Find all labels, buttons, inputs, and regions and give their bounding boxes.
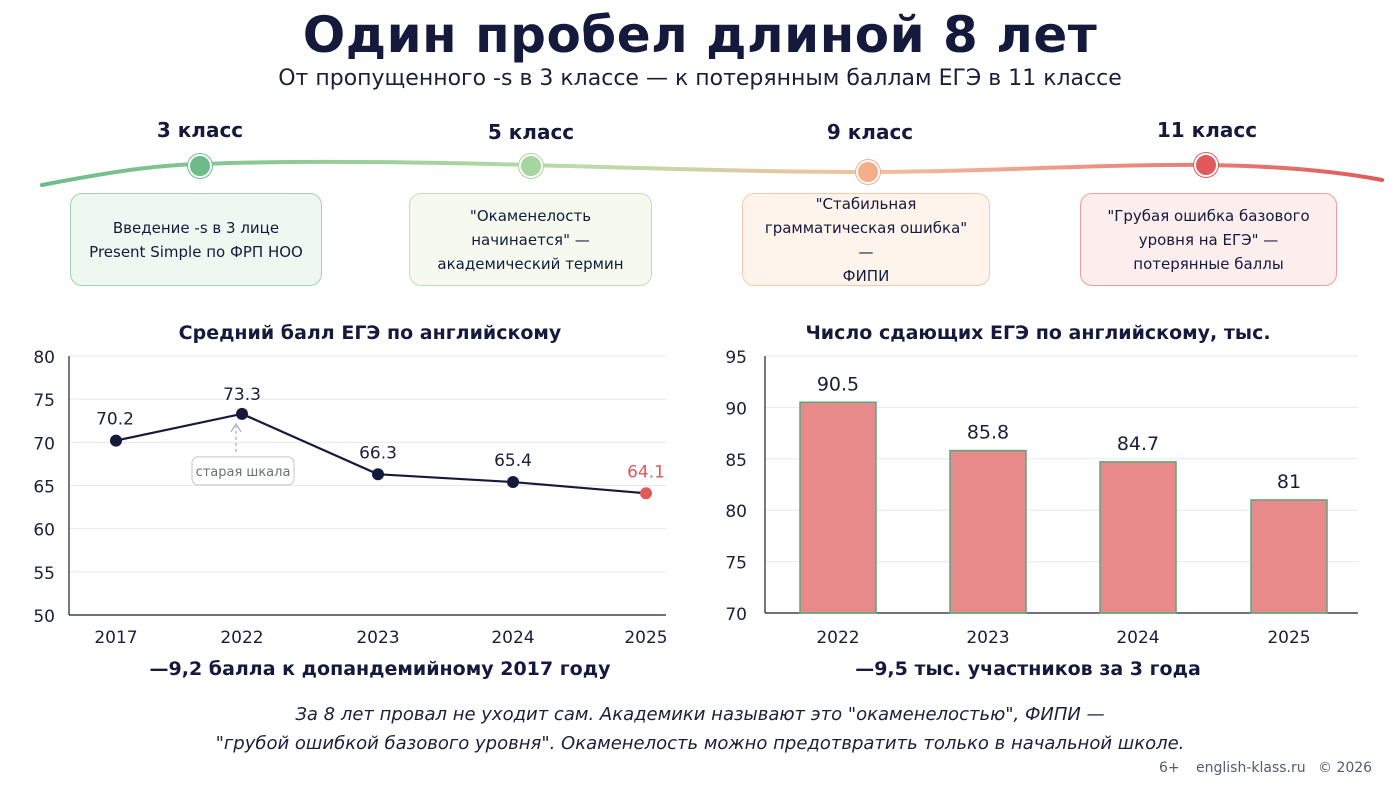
y-tick-label: 95	[725, 348, 747, 368]
data-point	[110, 434, 122, 447]
data-label: 70.2	[96, 410, 134, 430]
bar	[799, 401, 877, 614]
data-point	[507, 476, 519, 489]
annotation-box	[191, 456, 295, 486]
stage-label-3: 3 класс	[156, 118, 244, 142]
note-line-2: "грубой ошибкой базового уровня". Окамен…	[215, 733, 1185, 754]
x-tick-label: 2022	[816, 628, 859, 648]
stage-box-11: "Грубая ошибка базового уровня на ЕГЭ" —…	[1080, 193, 1337, 286]
stage-box-3: Введение -s в 3 лице Present Simple по Ф…	[70, 193, 322, 286]
bar	[1099, 461, 1177, 614]
copyright: © 2026	[1318, 760, 1373, 776]
line-chart-title: Средний балл ЕГЭ по английскому	[178, 322, 562, 344]
x-tick-label: 2022	[220, 628, 263, 648]
x-tick-label: 2023	[356, 628, 399, 648]
data-label: 66.3	[359, 443, 397, 463]
annotation-arrowhead	[230, 422, 242, 433]
site-link[interactable]: english-klass.ru	[1196, 760, 1306, 776]
data-point	[640, 487, 652, 500]
page-title: Один пробел длиной 8 лет	[302, 6, 1098, 64]
data-point	[372, 468, 384, 481]
data-label: 84.7	[1117, 433, 1159, 455]
x-tick-label: 2025	[1267, 628, 1310, 648]
bar	[949, 449, 1027, 614]
y-tick-label: 55	[33, 564, 55, 584]
data-label: 65.4	[494, 451, 532, 471]
bar-chart-title: Число сдающих ЕГЭ по английскому, тыс.	[805, 322, 1271, 344]
stage-box-5: "Окаменелость начинается" — академически…	[409, 193, 652, 286]
bar	[1250, 499, 1328, 614]
line-chart: 50 55 60 65 70 75 80 2017 2022 2023 2024 2025 старая…	[33, 348, 667, 648]
y-tick-label: 70	[33, 434, 55, 454]
age-rating: 6+	[1159, 760, 1180, 776]
data-label: 73.3	[223, 385, 261, 405]
stage-box-9: "Стабильная грамматическая ошибка" — ФИП…	[742, 193, 990, 286]
bar-chart: 70 75 80 85 90 95 90.5 2022 85.8 2023 84.7 2024 81 20…	[725, 348, 1358, 648]
note-line-1: За 8 лет провал не уходит сам. Академики…	[295, 704, 1105, 725]
line-chart-summary: —9,2 балла к допандемийному 2017 году	[149, 658, 611, 680]
x-tick-label: 2017	[94, 628, 137, 648]
stage-dot-5	[519, 154, 543, 178]
y-tick-label: 70	[725, 605, 747, 625]
y-tick-label: 80	[725, 502, 747, 522]
x-tick-label: 2023	[966, 628, 1009, 648]
data-point	[236, 407, 248, 420]
y-tick-label: 65	[33, 478, 55, 498]
stage-dot-3	[188, 154, 212, 178]
data-label: 85.8	[967, 422, 1009, 444]
data-label: 64.1	[627, 462, 665, 482]
y-tick-label: 60	[33, 521, 55, 541]
y-tick-label: 75	[33, 391, 55, 411]
x-tick-label: 2024	[1116, 628, 1159, 648]
y-tick-label: 75	[725, 554, 747, 574]
stage-label-11: 11 класс	[1156, 118, 1258, 142]
stage-dot-9	[856, 160, 880, 184]
annotation-label: старая шкала	[196, 465, 291, 480]
bar-chart-summary: —9,5 тыс. участников за 3 года	[855, 658, 1201, 680]
data-label: 81	[1277, 471, 1301, 493]
page-subtitle: От пропущенного -s в 3 классе — к потеря…	[278, 66, 1122, 91]
stage-label-9: 9 класс	[826, 120, 914, 144]
data-label: 90.5	[817, 373, 859, 395]
y-tick-label: 80	[33, 348, 55, 368]
y-tick-label: 50	[33, 607, 55, 627]
stage-dot-11	[1194, 153, 1218, 177]
y-tick-label: 90	[725, 399, 747, 419]
x-tick-label: 2024	[491, 628, 534, 648]
stage-label-5: 5 класс	[487, 120, 575, 144]
y-tick-label: 85	[725, 451, 747, 471]
x-tick-label: 2025	[624, 628, 667, 648]
